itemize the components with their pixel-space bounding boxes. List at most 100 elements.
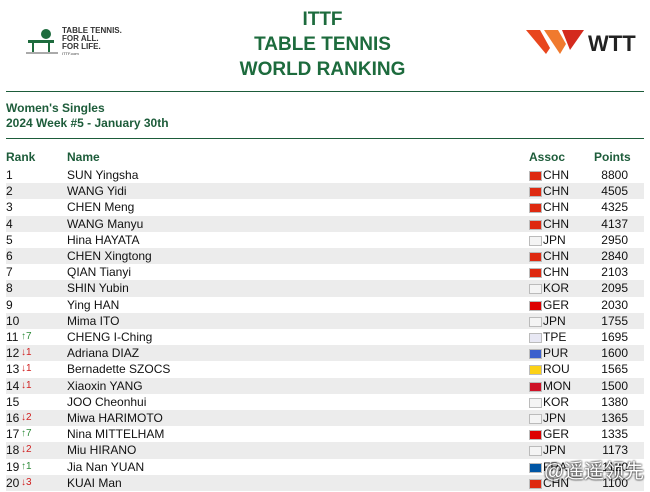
flag (529, 430, 542, 441)
assoc: CHN (543, 265, 569, 280)
table-row: 18 ↓2 Miu HIRANO JPN 1173 (6, 442, 644, 459)
points: 1695 (601, 330, 628, 344)
logo-line: FOR ALL. (62, 34, 99, 43)
rank-change: ↑1 (21, 460, 32, 472)
divider (6, 138, 644, 139)
rank: 12 (6, 346, 20, 361)
assoc: JPN (543, 232, 566, 247)
flag (529, 187, 542, 198)
flag (529, 316, 542, 327)
player-name: CHENG I-Ching (67, 330, 153, 344)
assoc: JPN (543, 443, 566, 458)
table-row: 7 QIAN Tianyi CHN 2103 (6, 264, 644, 281)
assoc: CHN (543, 249, 569, 263)
rank: 15 (6, 394, 20, 409)
points: 8800 (601, 168, 628, 182)
assoc: CHN (543, 216, 569, 231)
rank: 20 (6, 475, 20, 490)
assoc: FRA (543, 459, 567, 474)
points: 2030 (601, 297, 628, 312)
rank: 2 (6, 184, 13, 199)
points: 1335 (601, 427, 628, 442)
flag (529, 365, 542, 376)
watermark: @遥遥领先 (543, 461, 644, 483)
flag (529, 284, 542, 295)
wtt-logo-icon (526, 30, 584, 54)
flag (529, 478, 542, 489)
player-name: CHEN Xingtong (67, 249, 152, 263)
assoc: ROU (543, 362, 570, 377)
player-name: JOO Cheonhui (67, 394, 147, 409)
table-row: 10 Mima ITO JPN 1755 (6, 312, 644, 329)
player-name: Miwa HARIMOTO (67, 411, 163, 425)
column-header: Name (67, 150, 100, 164)
player-name: Xiaoxin YANG (67, 378, 143, 393)
table-row: 17 ↑7 Nina MITTELHAM GER 1335 (6, 426, 644, 443)
points: 4325 (601, 200, 628, 215)
points: 2095 (601, 281, 628, 296)
rank-change: ↓3 (21, 476, 32, 488)
table-row: 13 ↓1 Bernadette SZOCS ROU 1565 (6, 361, 644, 378)
player-name: Miu HIRANO (67, 443, 137, 458)
logo-text: TABLE TENNIS. FOR ALL. FOR LIFE. ITTF.co… (62, 27, 122, 57)
title-line: ITTF (302, 9, 343, 30)
player-name: SUN Yingsha (67, 168, 139, 182)
flag (529, 349, 542, 360)
player-name: Bernadette SZOCS (67, 362, 171, 377)
points: 1380 (601, 394, 628, 409)
flag (529, 414, 542, 424)
points: 1565 (601, 362, 628, 377)
ittf-logo-icon (26, 29, 58, 54)
player-name: KUAI Man (67, 475, 122, 490)
table-row: 1 SUN Yingsha CHN 8800 (6, 167, 644, 184)
points: 4505 (601, 184, 628, 199)
points: 1500 (601, 378, 628, 393)
rank: 4 (6, 216, 13, 231)
player-name: WANG Yidi (67, 184, 127, 199)
table-row: 8 SHIN Yubin KOR 2095 (6, 280, 644, 297)
flag (529, 462, 542, 473)
column-header: Points (594, 150, 631, 164)
rank: 7 (6, 265, 13, 280)
player-name: WANG Manyu (67, 216, 144, 231)
assoc: KOR (543, 281, 570, 296)
rank-change: ↓1 (21, 347, 32, 359)
rank: 9 (6, 297, 13, 312)
points: 1100 (602, 475, 628, 490)
table-row: 12 ↓1 Adriana DIAZ PUR 1600 (6, 345, 644, 362)
table-row: 20 ↓3 KUAI Man CHN 1100 (6, 474, 644, 491)
points: 1600 (601, 346, 628, 361)
points: 4137 (601, 216, 628, 231)
player-name: Mima ITO (67, 313, 120, 328)
player-name: Hina HAYATA (67, 232, 140, 247)
rank: 5 (6, 232, 13, 247)
points: 1365 (601, 411, 628, 425)
player-name: SHIN Yubin (67, 281, 129, 296)
table-row: 3 CHEN Meng CHN 4325 (6, 199, 644, 216)
rank: 13 (6, 362, 20, 377)
rank: 16 (6, 411, 20, 425)
rank: 10 (6, 313, 20, 328)
event: Women's Singles (6, 101, 105, 115)
assoc: JPN (543, 411, 566, 425)
rank-change: ↑7 (21, 331, 32, 342)
rank: 19 (6, 459, 20, 474)
rank-change: ↑7 (21, 428, 32, 440)
player-name: Nina MITTELHAM (67, 427, 165, 442)
brand: WTT (588, 31, 636, 56)
column-header: Assoc (529, 150, 566, 164)
table-row: 6 CHEN Xingtong CHN 2840 (6, 248, 644, 265)
flag (529, 397, 542, 408)
points: 1755 (601, 313, 628, 328)
rank-change: ↓2 (21, 412, 32, 423)
player-name: Adriana DIAZ (67, 346, 140, 361)
player-name: CHEN Meng (67, 200, 135, 215)
table-row: 19 ↑1 Jia Nan YUAN FRA 1120 (6, 458, 644, 475)
week: 2024 Week #5 - January 30th (6, 116, 169, 130)
assoc: CHN (543, 168, 569, 182)
flag (529, 300, 542, 311)
assoc: CHN (543, 475, 569, 490)
column-header: Rank (6, 150, 36, 164)
rank: 6 (6, 249, 13, 263)
